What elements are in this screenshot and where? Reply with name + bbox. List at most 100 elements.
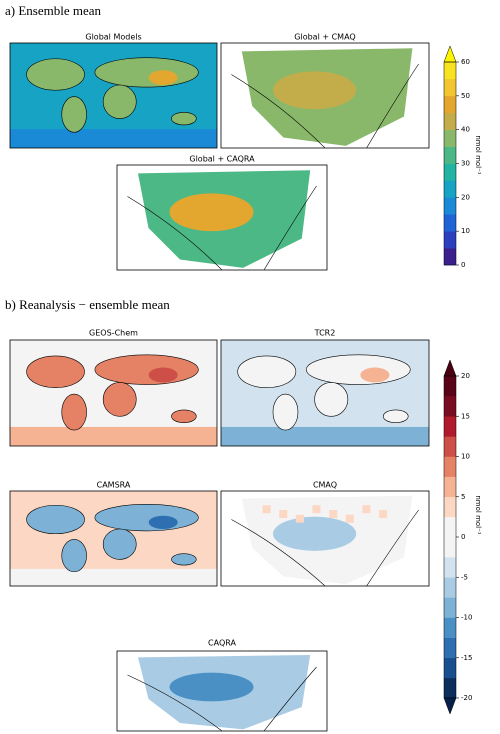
colorbar-swatch: [444, 557, 456, 578]
colorbar-swatch: [444, 657, 456, 679]
coastline: [231, 63, 419, 148]
panel-title: Global + CMAQ: [294, 33, 355, 42]
map-frame: [220, 490, 430, 587]
continent: [305, 354, 411, 385]
map-frame: [116, 164, 328, 271]
map: [10, 340, 217, 446]
hotspot: [169, 672, 254, 702]
section-title: a) Ensemble mean: [5, 3, 102, 18]
colorbar-tick-label: 50: [461, 92, 470, 100]
colorbar-tick-label: 5: [461, 493, 465, 501]
colorbar-swatch: [444, 617, 456, 638]
hotspot: [273, 516, 357, 551]
continent: [171, 553, 197, 566]
grid-cell: [279, 510, 288, 518]
colorbar-swatch: [444, 146, 456, 164]
continent: [26, 58, 85, 91]
colorbar-swatch: [444, 197, 456, 215]
coastline: [127, 185, 317, 270]
hotspot: [148, 367, 178, 383]
continent: [61, 393, 87, 431]
section-title: b) Reanalysis − ensemble mean: [5, 297, 170, 312]
continent: [61, 539, 87, 573]
colorbar-swatch: [444, 129, 456, 147]
colorbar-swatch: [444, 396, 456, 417]
continent: [94, 57, 199, 88]
continent: [61, 96, 87, 133]
grid-cell: [345, 514, 354, 523]
lat-band: [221, 426, 429, 446]
continent: [171, 111, 197, 126]
colorbar-swatch: [444, 62, 456, 80]
map: [221, 43, 429, 148]
continent: [94, 354, 199, 385]
colorbar-tick-label: 20: [461, 193, 470, 201]
colorbar-swatch: [444, 577, 456, 598]
colorbar-tick-label: -20: [461, 694, 472, 702]
colorbar-swatch: [444, 214, 456, 232]
panel-title: CAQRA: [208, 639, 236, 648]
map-frame: [116, 650, 328, 732]
colorbar-tick-label: -10: [461, 614, 472, 622]
colorbar-swatch: [444, 677, 456, 699]
continent: [102, 382, 137, 417]
lat-band: [10, 568, 217, 586]
colorbar-swatch: [444, 416, 456, 437]
colorbar-tick-label: 15: [461, 412, 470, 420]
colorbar-tick-label: 30: [461, 160, 470, 168]
colorbar-extend: [443, 697, 457, 715]
continent: [102, 84, 137, 119]
colorbar-swatch: [444, 112, 456, 130]
lat-band: [10, 129, 217, 148]
continent: [26, 355, 85, 388]
colorbar-swatch: [444, 231, 456, 249]
colorbar-tick-label: 10: [461, 453, 470, 461]
continent: [237, 355, 297, 388]
panel-title: GEOS-Chem: [89, 329, 138, 338]
coastline: [127, 666, 317, 731]
colorbar-swatch: [444, 537, 456, 558]
map-frame: [220, 339, 430, 447]
colorbar-tick-label: 20: [461, 372, 470, 380]
map: [117, 165, 327, 270]
map-frame: [9, 42, 218, 149]
colorbar-swatch: [444, 180, 456, 198]
hotspot: [148, 515, 178, 529]
hotspot: [148, 70, 178, 85]
colorbar-tick-label: -15: [461, 654, 472, 662]
colorbar-tick-label: 10: [461, 227, 470, 235]
colorbar-swatch: [444, 436, 456, 457]
map-frame: [9, 490, 218, 587]
colorbar-label: nmol mol⁻¹: [474, 135, 482, 174]
continent: [382, 409, 409, 423]
continent: [171, 409, 197, 423]
colorbar-label: nmol mol⁻¹: [474, 495, 482, 534]
continent: [94, 503, 199, 532]
grid-cell: [329, 510, 338, 518]
grid-cell: [295, 514, 304, 523]
colorbar-tick-label: -5: [461, 573, 468, 581]
colorbar-swatch: [444, 95, 456, 114]
map: [221, 340, 429, 446]
coastline: [231, 509, 419, 586]
map: [221, 491, 429, 586]
map-frame: [9, 339, 218, 447]
colorbar-swatch: [444, 516, 456, 538]
colorbar-tick-label: 0: [461, 261, 465, 269]
map: [10, 491, 217, 586]
continent: [272, 393, 299, 431]
colorbar-swatch: [444, 456, 456, 477]
hotspot: [169, 193, 254, 232]
map: [117, 651, 327, 731]
panel-title: Global + CAQRA: [189, 155, 255, 164]
panel-title: CMAQ: [313, 481, 337, 490]
colorbar-extend: [443, 359, 457, 377]
map-frame: [220, 42, 430, 149]
hotspot: [360, 367, 390, 383]
colorbar-swatch: [444, 376, 456, 397]
colorbar-swatch: [444, 476, 456, 498]
panel-title: CAMSRA: [97, 481, 131, 490]
colorbar-swatch: [444, 163, 456, 181]
